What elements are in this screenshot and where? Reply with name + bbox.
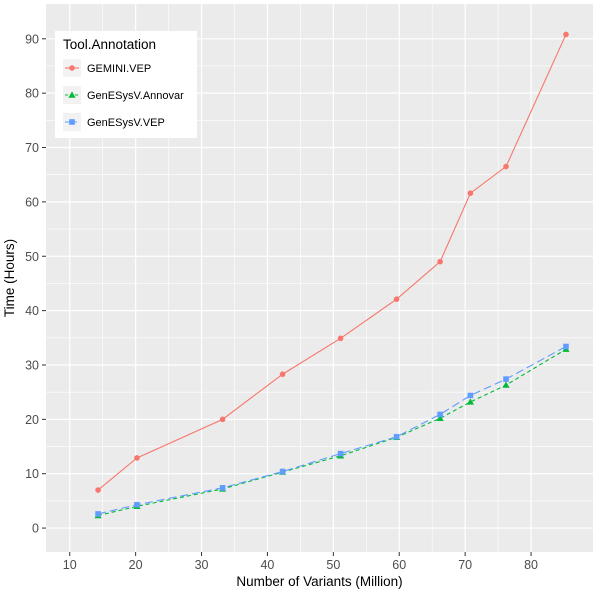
data-point [337, 450, 344, 457]
x-axis-title: Number of Variants (Million) [236, 574, 402, 589]
x-tick-label: 20 [129, 558, 143, 572]
legend-label: GEMINI.VEP [87, 63, 151, 75]
y-axis-title: Time (Hours) [2, 239, 17, 317]
y-tick-label: 50 [25, 250, 39, 264]
data-point [95, 511, 101, 517]
series-gemini-vep [95, 31, 569, 493]
y-tick-label: 20 [25, 413, 39, 427]
data-point [95, 487, 101, 493]
y-tick-label: 40 [25, 304, 39, 318]
data-point [436, 414, 444, 421]
y-tick-label: 0 [32, 522, 39, 536]
data-point [437, 258, 443, 265]
minor-gridlines [46, 4, 593, 552]
series-genesysv-vep [95, 343, 569, 517]
legend-label: GenESysV.Annovar [87, 90, 184, 102]
y-tick-label: 10 [25, 467, 39, 481]
series-layer [94, 31, 570, 519]
data-point [134, 455, 140, 461]
data-point [466, 398, 475, 405]
legend-marker [69, 119, 75, 125]
data-point [467, 190, 474, 196]
x-tick-label: 50 [326, 558, 340, 572]
x-tick-label: 10 [63, 558, 77, 572]
x-axis: 10 20 30 40 50 60 70 80 [63, 552, 538, 572]
x-tick-label: 70 [458, 558, 472, 572]
data-point [337, 335, 344, 342]
y-axis: 0 10 20 30 40 50 60 70 80 90 [25, 32, 46, 536]
data-point [437, 411, 443, 418]
x-tick-label: 60 [392, 558, 406, 572]
legend-marker [69, 65, 75, 71]
data-point [219, 485, 226, 491]
y-tick-label: 70 [25, 141, 39, 155]
data-point [219, 416, 226, 423]
legend: Tool.Annotation GEMINI.VEP GenESysV.Annov… [55, 31, 197, 138]
data-point [502, 381, 510, 388]
legend-item: GEMINI.VEP [63, 59, 151, 77]
series-line [97, 34, 567, 491]
data-point [563, 343, 569, 350]
data-point [563, 31, 569, 38]
data-point [393, 433, 400, 440]
series-line [97, 346, 567, 515]
legend-label: GenESysV.VEP [87, 117, 165, 129]
x-tick-label: 80 [524, 558, 538, 572]
data-point [467, 392, 474, 399]
data-point [503, 376, 509, 382]
data-point [503, 163, 509, 170]
data-point [393, 296, 400, 303]
legend-items: GEMINI.VEP GenESysV.Annovar GenESysV.VEP [63, 59, 184, 131]
data-point [279, 371, 286, 378]
x-tick-label: 40 [260, 558, 274, 572]
y-tick-label: 60 [25, 195, 39, 209]
x-tick-label: 30 [195, 558, 209, 572]
data-point [279, 468, 286, 475]
legend-item: GenESysV.VEP [63, 113, 165, 131]
legend-item: GenESysV.Annovar [63, 86, 184, 104]
y-tick-label: 90 [25, 32, 39, 46]
legend-title: Tool.Annotation [63, 37, 156, 52]
data-point [134, 501, 140, 508]
y-tick-label: 80 [25, 87, 39, 101]
y-tick-label: 30 [25, 358, 39, 372]
legend-marker [68, 91, 76, 98]
